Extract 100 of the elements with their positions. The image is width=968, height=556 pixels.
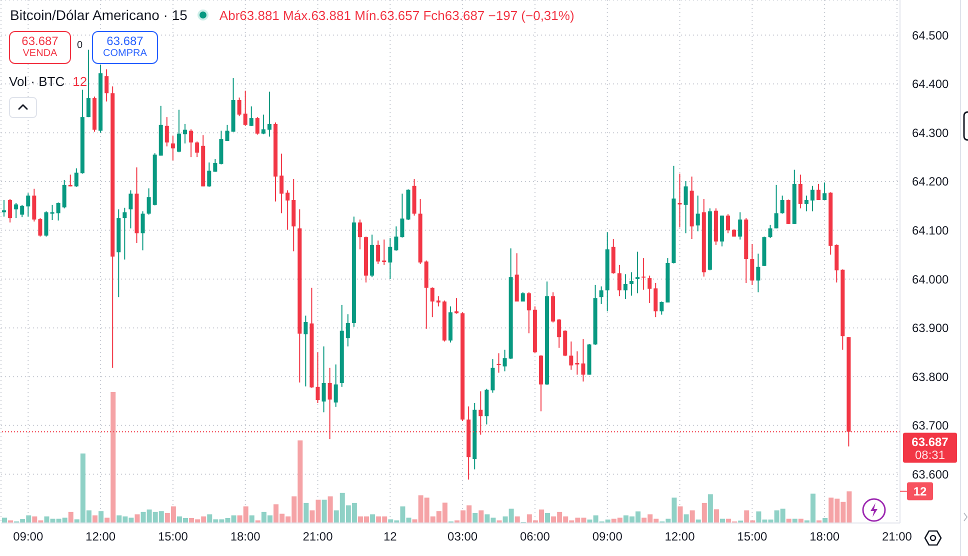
candlestick bbox=[267, 91, 272, 138]
y2-tick-label: 12 bbox=[913, 484, 927, 498]
candlestick bbox=[822, 182, 827, 201]
candlestick bbox=[14, 202, 18, 219]
candlestick bbox=[780, 195, 784, 214]
candlestick bbox=[20, 204, 24, 218]
y-tick-label: 64.200 bbox=[912, 174, 950, 189]
candlestick bbox=[104, 68, 109, 102]
candlestick bbox=[376, 240, 380, 264]
candlestick bbox=[62, 180, 66, 209]
bar bbox=[249, 515, 254, 523]
candlestick bbox=[261, 114, 266, 135]
candlestick bbox=[280, 153, 284, 214]
candlestick bbox=[74, 168, 78, 188]
candlestick bbox=[255, 116, 260, 136]
candlestick bbox=[68, 174, 72, 187]
candlestick bbox=[526, 292, 531, 334]
candlestick bbox=[430, 286, 434, 318]
bar bbox=[134, 514, 140, 523]
candlestick bbox=[684, 180, 688, 234]
sell-button: 63.687 VENDA bbox=[9, 31, 71, 64]
bar bbox=[304, 502, 309, 523]
bar bbox=[702, 502, 707, 523]
candlestick bbox=[225, 124, 230, 142]
candlestick bbox=[286, 190, 290, 230]
x-tick-label: 03:00 bbox=[448, 530, 478, 544]
bar bbox=[2, 518, 7, 523]
candlestick bbox=[195, 140, 200, 158]
candlestick bbox=[304, 315, 308, 387]
candlestick bbox=[738, 212, 742, 240]
y-tick-label: 64.500 bbox=[912, 28, 950, 42]
candlestick bbox=[346, 314, 350, 347]
candlestick bbox=[122, 207, 127, 260]
bar bbox=[478, 510, 484, 523]
candlestick bbox=[26, 192, 30, 218]
candlestick bbox=[140, 210, 145, 251]
candlestick bbox=[786, 199, 790, 224]
x-tick-label: 15:00 bbox=[158, 530, 188, 544]
candlestick bbox=[32, 188, 36, 222]
x-tick-label: 12 bbox=[383, 530, 398, 544]
candlestick bbox=[696, 195, 700, 232]
candlestick bbox=[636, 251, 640, 294]
candlestick bbox=[557, 318, 562, 348]
candlestick bbox=[648, 275, 652, 304]
candlestick bbox=[575, 350, 580, 376]
annotation: 63.687 bbox=[20, 34, 60, 48]
bar bbox=[328, 496, 333, 523]
candlestick bbox=[170, 135, 175, 162]
bar bbox=[708, 494, 713, 523]
y-tick-label: 63.800 bbox=[912, 370, 950, 384]
candlestick bbox=[490, 358, 495, 394]
candlestick bbox=[816, 183, 821, 201]
candlestick bbox=[654, 282, 658, 318]
bar bbox=[678, 506, 683, 523]
bar bbox=[714, 509, 719, 523]
annotation: Vol · BTC bbox=[9, 74, 65, 89]
bar bbox=[92, 515, 98, 523]
y-tick-label: 63.600 bbox=[912, 467, 950, 482]
x-tick-label: 12:00 bbox=[86, 530, 116, 544]
annotation: 63.687 bbox=[106, 34, 144, 48]
candlestick bbox=[86, 49, 90, 118]
y-tick-label: 64.000 bbox=[912, 272, 950, 286]
annotation: VENDA bbox=[22, 48, 58, 60]
x-tick-label: 09:00 bbox=[592, 530, 623, 544]
bar bbox=[322, 500, 327, 523]
y-tick-label: 64.400 bbox=[912, 77, 950, 92]
candlestick bbox=[569, 341, 574, 370]
x-tick-label: 15:00 bbox=[737, 530, 768, 544]
bar bbox=[690, 510, 695, 523]
candlestick bbox=[678, 173, 682, 228]
bar bbox=[545, 512, 550, 523]
bar bbox=[514, 516, 520, 523]
candlestick bbox=[189, 128, 194, 158]
y-tick-label: 64.300 bbox=[912, 126, 950, 140]
text: Abr63.881 Máx.63.881 Mín.63.657 Fch63.687 −197 (−0,31%) bbox=[219, 8, 574, 22]
candlestick bbox=[810, 185, 814, 212]
candlestick bbox=[502, 349, 507, 372]
y-tick-label: 64.100 bbox=[912, 224, 950, 238]
candlestick bbox=[726, 214, 730, 234]
candlestick bbox=[629, 272, 634, 296]
candlestick bbox=[660, 301, 664, 316]
annotation: COMPRA bbox=[102, 48, 148, 60]
x-tick-label: 06:00 bbox=[520, 530, 550, 544]
candlestick bbox=[322, 346, 326, 413]
candlestick bbox=[249, 106, 254, 126]
candlestick bbox=[382, 239, 386, 266]
candlestick bbox=[394, 226, 398, 252]
candlestick bbox=[128, 190, 133, 229]
bar bbox=[370, 514, 376, 523]
x-tick-label: 12:00 bbox=[664, 530, 696, 544]
x-tick-label: 21:00 bbox=[882, 530, 912, 544]
candlestick bbox=[56, 202, 60, 222]
y-tick-label: 63.700 bbox=[912, 418, 950, 433]
bar bbox=[68, 512, 74, 523]
candlestick bbox=[496, 352, 501, 374]
candlestick bbox=[213, 158, 218, 172]
candlestick bbox=[388, 238, 392, 280]
candlestick bbox=[642, 258, 646, 290]
text: Bitcoin/Dólar Americano · 15 bbox=[10, 7, 188, 23]
candlestick bbox=[756, 253, 760, 293]
